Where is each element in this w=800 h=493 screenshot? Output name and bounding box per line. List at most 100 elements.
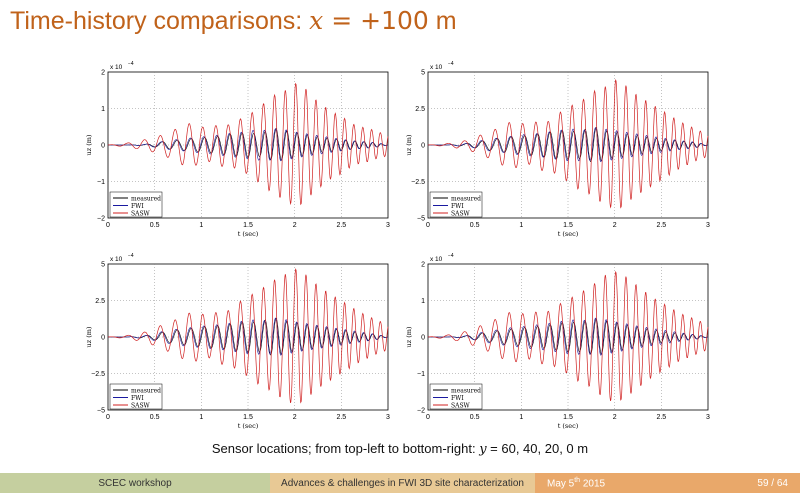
x-axis-label: t (sec) [238, 422, 259, 430]
scale-label: x 10 [430, 64, 443, 71]
footer-page: 59 / 64 [757, 477, 788, 489]
scale-label: x 10 [110, 256, 123, 263]
footer-date-prefix: May 5 [547, 478, 575, 490]
footer-right: May 5th 2015 59 / 64 [535, 473, 800, 493]
x-tick-label: 0.5 [470, 222, 480, 229]
x-tick-label: 3 [386, 222, 390, 229]
y-tick-label: 2.5 [95, 298, 105, 305]
legend-label: FWI [131, 203, 144, 210]
y-tick-label: −2.5 [91, 371, 105, 378]
x-tick-label: 1.5 [243, 222, 253, 229]
series-fwi-line [108, 128, 388, 162]
chart-panel-4: 0 0.5 1 1.5 2 2.5 3 −2 −1 0 1 2 x 10 −4 t (sec) uz (m) m… [405, 250, 726, 438]
footer-left: SCEC workshop [0, 473, 270, 493]
y-axis-label: uz (m) [405, 134, 413, 155]
scale-exponent: −4 [448, 61, 454, 67]
title-math-var: x [309, 6, 324, 35]
y-tick-label: −2 [97, 216, 105, 223]
x-tick-label: 2.5 [656, 222, 666, 229]
x-tick-label: 2 [293, 414, 297, 421]
y-axis-label: uz (m) [85, 326, 93, 347]
x-tick-label: 0 [426, 414, 430, 421]
scale-exponent: −4 [128, 61, 134, 67]
x-tick-label: 1 [519, 414, 523, 421]
chart-panel-2: 0 0.5 1 1.5 2 2.5 3 −5 −2.5 0 2.5 5 x 10 −4 t (sec) uz … [405, 58, 726, 246]
series-sasw-line [108, 268, 389, 404]
scale-label: x 10 [110, 64, 123, 71]
scale-exponent: −4 [448, 253, 454, 259]
series-fwi-line [108, 317, 388, 356]
y-tick-label: 2 [421, 262, 425, 269]
x-tick-label: 1 [199, 414, 203, 421]
y-tick-label: −1 [417, 371, 425, 378]
legend-label: measured [451, 196, 481, 203]
title-math-eq: = + [323, 6, 382, 35]
x-tick-label: 1 [519, 222, 523, 229]
x-axis-label: t (sec) [238, 230, 259, 238]
series-fwi-line [428, 127, 708, 163]
scale-exponent: −4 [128, 253, 134, 259]
x-tick-label: 1.5 [563, 222, 573, 229]
series-fwi-line [428, 317, 708, 356]
x-axis-label: t (sec) [558, 230, 579, 238]
x-axis-label: t (sec) [558, 422, 579, 430]
y-tick-label: −2.5 [411, 179, 425, 186]
chart-top-right: 0 0.5 1 1.5 2 2.5 3 −5 −2.5 0 2.5 5 x 10 −4 t (sec) uz … [405, 61, 710, 238]
y-tick-label: 0 [421, 335, 425, 342]
title-text: Time-history comparisons: [10, 7, 310, 35]
y-tick-label: 0 [101, 143, 105, 150]
legend-label: SASW [451, 403, 471, 410]
x-tick-label: 1.5 [563, 414, 573, 421]
x-tick-label: 2.5 [656, 414, 666, 421]
chart-panel-1: 0 0.5 1 1.5 2 2.5 3 −2 −1 0 1 2 x 10 −4 t (sec) uz (m) m… [85, 58, 406, 246]
slide-caption: Sensor locations; from top-left to botto… [0, 441, 800, 457]
x-tick-label: 0.5 [150, 414, 160, 421]
y-tick-label: 5 [421, 70, 425, 77]
caption-var: y [479, 442, 487, 457]
x-tick-label: 0.5 [150, 222, 160, 229]
y-tick-label: 2 [101, 70, 105, 77]
y-tick-label: 1 [101, 106, 105, 113]
series-sasw-line [108, 82, 389, 206]
x-tick-label: 0 [106, 222, 110, 229]
y-tick-label: 2.5 [415, 106, 425, 113]
y-tick-label: 0 [421, 143, 425, 150]
x-tick-label: 2 [613, 414, 617, 421]
scale-label: x 10 [430, 256, 443, 263]
title-num: 100 [381, 6, 429, 35]
caption-text: Sensor locations; from top-left to botto… [211, 441, 480, 456]
series-sasw-line [428, 270, 709, 402]
chart-top-left: 0 0.5 1 1.5 2 2.5 3 −2 −1 0 1 2 x 10 −4 t (sec) uz (m) m… [85, 61, 390, 238]
x-tick-label: 3 [386, 414, 390, 421]
x-tick-label: 2.5 [336, 222, 346, 229]
x-tick-label: 3 [706, 414, 710, 421]
legend-label: measured [451, 388, 481, 395]
legend-label: SASW [131, 211, 151, 218]
x-tick-label: 3 [706, 222, 710, 229]
y-tick-label: −5 [97, 408, 105, 415]
footer-date: May 5th 2015 [547, 477, 605, 489]
x-tick-label: 2.5 [336, 414, 346, 421]
y-axis-label: uz (m) [405, 326, 413, 347]
x-tick-label: 2 [613, 222, 617, 229]
x-tick-label: 2 [293, 222, 297, 229]
y-tick-label: 0 [101, 335, 105, 342]
x-tick-label: 0 [426, 222, 430, 229]
y-tick-label: −1 [97, 179, 105, 186]
x-tick-label: 1.5 [243, 414, 253, 421]
y-tick-label: 1 [421, 298, 425, 305]
y-axis-label: uz (m) [85, 134, 93, 155]
footer-bar: SCEC workshop Advances & challenges in F… [0, 473, 800, 493]
legend-label: SASW [131, 403, 151, 410]
legend-label: measured [131, 196, 161, 203]
y-tick-label: 5 [101, 262, 105, 269]
footer-date-year: 2015 [580, 478, 606, 490]
chart-bottom-right: 0 0.5 1 1.5 2 2.5 3 −2 −1 0 1 2 x 10 −4 t (sec) uz (m) m… [405, 253, 710, 430]
caption-unit: m [573, 441, 589, 456]
legend-label: SASW [451, 211, 471, 218]
x-tick-label: 0.5 [470, 414, 480, 421]
series-sasw-line [428, 78, 709, 209]
caption-eq: = 60, 40, 20, 0 [486, 441, 574, 456]
title-unit: m [428, 7, 457, 35]
legend-label: measured [131, 388, 161, 395]
